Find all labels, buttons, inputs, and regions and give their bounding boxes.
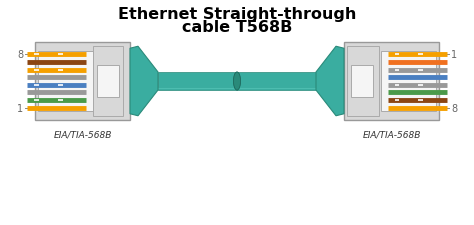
Polygon shape [316,47,344,116]
Polygon shape [130,47,158,116]
Text: Ethernet Straight-through: Ethernet Straight-through [118,7,356,21]
Text: 8: 8 [451,103,457,113]
Bar [344,43,439,120]
Bar [97,66,119,97]
Bar [35,43,130,120]
Bar [158,73,237,91]
Bar [38,51,93,112]
Bar [237,73,316,91]
Bar [351,66,373,97]
Text: 8: 8 [17,50,23,60]
Text: 1: 1 [451,50,457,60]
Text: 1: 1 [17,103,23,113]
Bar [347,47,379,117]
Text: EIA/TIA-568B: EIA/TIA-568B [53,130,112,139]
Bar [381,51,436,112]
Text: cable T568B: cable T568B [182,20,292,35]
Ellipse shape [234,73,240,91]
Bar [93,47,123,117]
Ellipse shape [234,73,240,91]
Text: EIA/TIA-568B: EIA/TIA-568B [362,130,421,139]
